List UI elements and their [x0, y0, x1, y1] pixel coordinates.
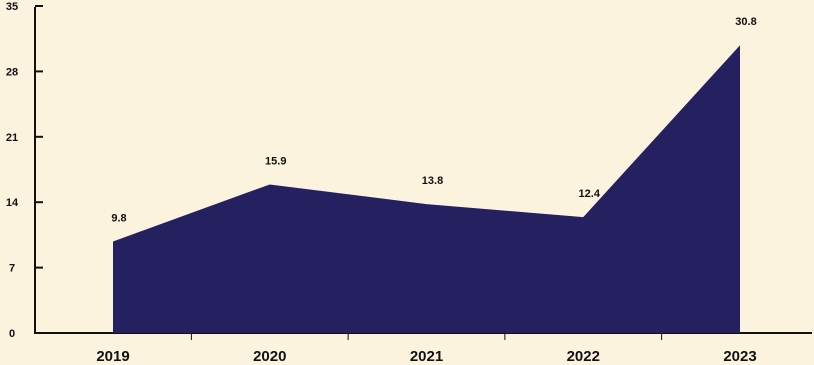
x-category-label: 2022 — [567, 348, 600, 365]
data-label: 12.4 — [579, 188, 601, 200]
x-axis: 2019 2020 2021 2022 2023 — [35, 332, 812, 365]
data-label: 15.9 — [265, 155, 286, 167]
y-tick-label: 35 — [6, 1, 18, 13]
x-category-label: 2019 — [96, 348, 129, 365]
data-label: 9.8 — [111, 212, 126, 224]
x-category-label: 2021 — [410, 348, 443, 365]
y-tick-label: 0 — [9, 328, 15, 340]
data-label: 13.8 — [422, 175, 443, 187]
data-label: 30.8 — [735, 16, 756, 28]
area-series — [113, 45, 740, 334]
data-labels: 9.8 15.9 13.8 12.4 30.8 — [111, 16, 756, 224]
area-fill — [113, 45, 740, 334]
x-category-label: 2020 — [253, 348, 286, 365]
y-tick-label: 7 — [9, 263, 15, 275]
x-category-label: 2023 — [723, 348, 756, 365]
y-tick-label: 21 — [6, 132, 18, 144]
y-tick-label: 28 — [6, 66, 18, 78]
y-tick-label: 14 — [6, 197, 19, 209]
y-axis: 0 7 14 21 28 35 — [6, 1, 43, 340]
